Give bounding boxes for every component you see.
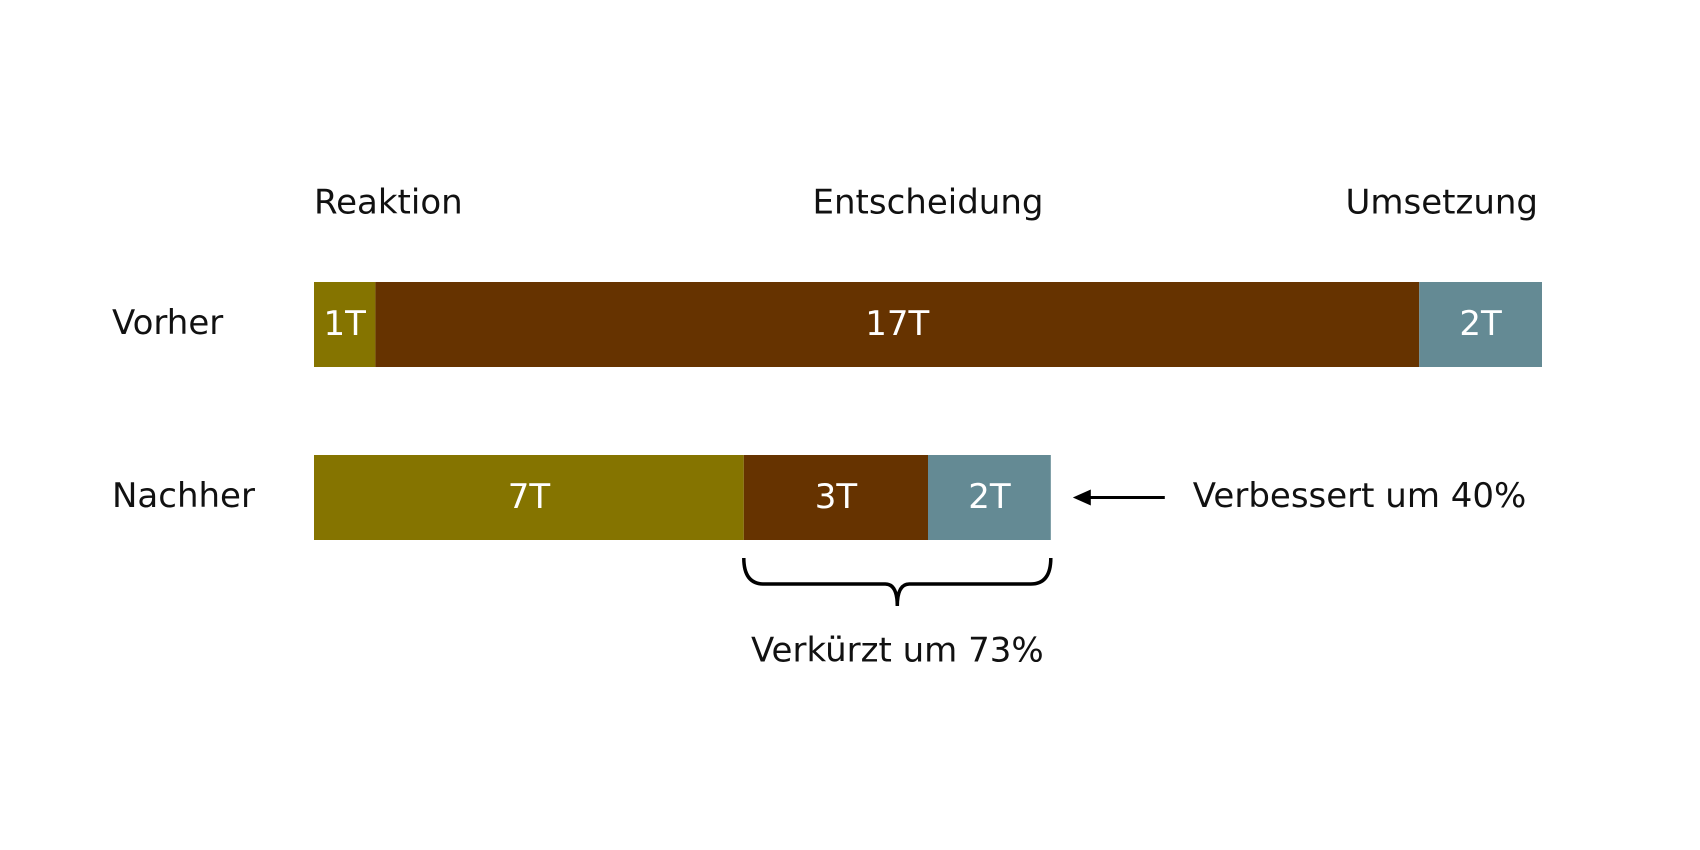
column-header: Entscheidung bbox=[813, 183, 1044, 223]
value-label: 3T bbox=[815, 477, 858, 517]
bar-segment bbox=[375, 282, 1420, 367]
value-label: 7T bbox=[508, 477, 551, 517]
bar-segment bbox=[743, 455, 928, 540]
bar-segment bbox=[1419, 282, 1542, 367]
row-label: Nachher bbox=[112, 476, 255, 516]
column-header: Umsetzung bbox=[1346, 183, 1539, 223]
column-header: Reaktion bbox=[314, 183, 463, 223]
value-label: 17T bbox=[865, 304, 929, 344]
value-label: 2T bbox=[968, 477, 1011, 517]
annotation: Verkürzt um 73% bbox=[751, 631, 1044, 671]
arrow-head bbox=[1072, 489, 1091, 506]
row-label: Vorher bbox=[112, 303, 223, 343]
brace bbox=[742, 557, 1053, 607]
value-label: 1T bbox=[323, 304, 366, 344]
bar-segment bbox=[928, 455, 1051, 540]
annotation: Verbessert um 40% bbox=[1193, 476, 1527, 516]
bar-segment bbox=[314, 282, 376, 367]
bar-segment bbox=[314, 455, 744, 540]
value-label: 2T bbox=[1459, 304, 1502, 344]
